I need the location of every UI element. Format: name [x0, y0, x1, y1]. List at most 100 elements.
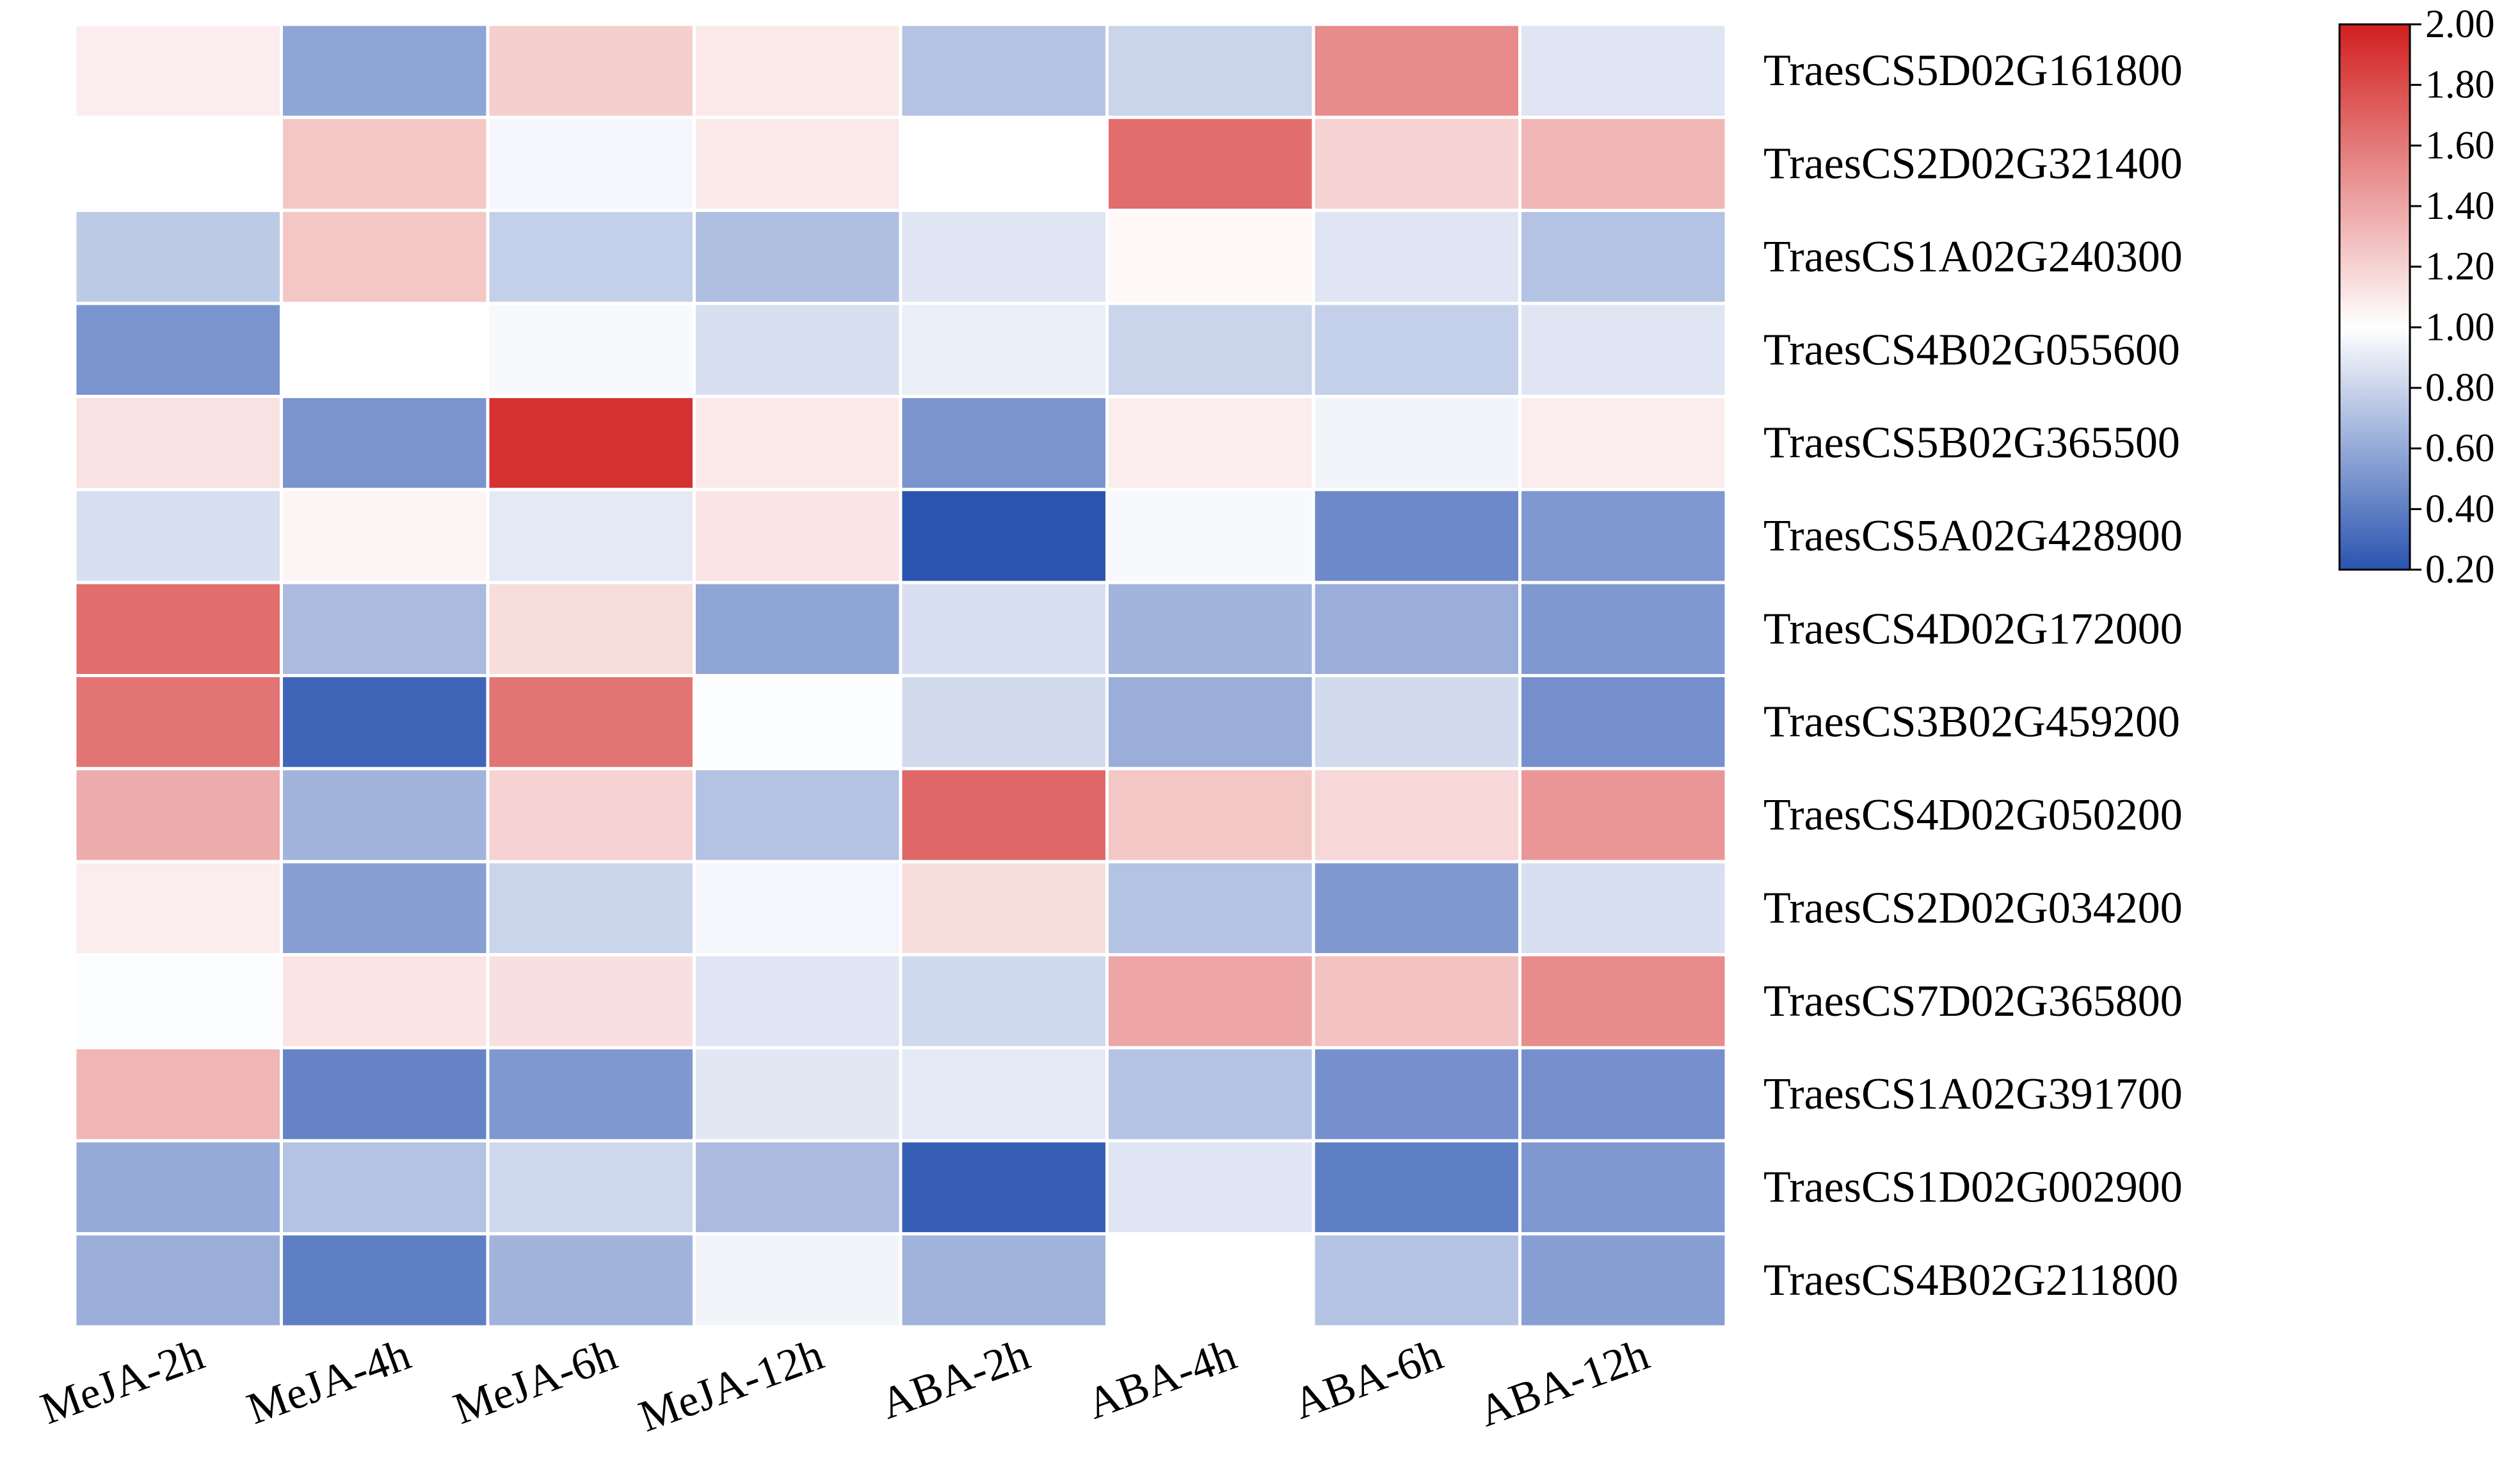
heatmap-cell: [1312, 581, 1521, 678]
heatmap-cell: [1518, 115, 1728, 213]
colorbar-tick-label: 0.80: [2425, 366, 2495, 410]
heatmap-cell: [693, 674, 903, 771]
heatmap-cell: [1518, 1232, 1728, 1329]
row-label: TraesCS4D02G050200: [1763, 790, 2183, 840]
heatmap-cell: [1518, 953, 1728, 1050]
column-label: MeJA-12h: [633, 1330, 830, 1442]
heatmap-cell: [899, 22, 1109, 119]
colorbar-tick-label: 1.80: [2425, 63, 2495, 107]
heatmap-cell: [73, 209, 283, 305]
heatmap-cell: [899, 301, 1109, 398]
row-label: TraesCS1A02G391700: [1763, 1070, 2183, 1119]
heatmap-cell: [899, 581, 1109, 678]
colorbar-tick-label: 2.00: [2425, 3, 2495, 46]
heatmap-cell: [73, 1139, 283, 1236]
heatmap-cell: [73, 115, 283, 213]
heatmap-cell: [1312, 1046, 1521, 1143]
heatmap-cell: [1312, 953, 1521, 1050]
row-labels: TraesCS5D02G161800 TraesCS2D02G321400 Trae…: [1763, 46, 2183, 1305]
heatmap-cell: [73, 674, 283, 771]
heatmap-cell: [1105, 22, 1315, 119]
heatmap-cell: [1518, 488, 1728, 584]
heatmap-cell: [1518, 860, 1728, 957]
heatmap-cell: [280, 767, 490, 863]
heatmap-cell: [693, 953, 903, 1050]
row-label: TraesCS7D02G365800: [1763, 977, 2183, 1026]
heatmap-cell: [73, 488, 283, 584]
heatmap-cell: [899, 1139, 1109, 1236]
heatmap-cell: [73, 1046, 283, 1143]
heatmap-cell: [73, 22, 283, 119]
row-label: TraesCS4D02G172000: [1763, 604, 2183, 654]
heatmap-cell: [1518, 209, 1728, 305]
heatmap-cell: [1312, 22, 1521, 119]
heatmap-cell: [73, 394, 283, 492]
heatmap-cell: [1105, 767, 1315, 863]
heatmap-cell: [486, 674, 696, 771]
heatmap-cell: [1518, 674, 1728, 771]
heatmap-cell: [280, 1232, 490, 1329]
heatmap-cell: [486, 488, 696, 584]
colorbar-tick-label: 1.60: [2425, 124, 2495, 167]
heatmap-cell: [1312, 488, 1521, 584]
heatmap-cell: [899, 767, 1109, 863]
heatmap-cell: [280, 394, 490, 492]
heatmap-cell: [486, 1046, 696, 1143]
heatmap-cell: [1312, 209, 1521, 305]
column-label: MeJA-4h: [241, 1330, 417, 1434]
colorbar-tick-label: 0.40: [2425, 487, 2495, 531]
heatmap-cell: [280, 22, 490, 119]
colorbar-tick-label: 1.00: [2425, 305, 2495, 349]
heatmap-cell: [1312, 767, 1521, 863]
heatmap-cell: [693, 488, 903, 584]
heatmap-cell: [1312, 115, 1521, 213]
column-label: ABA-4h: [1080, 1330, 1242, 1429]
heatmap-cell: [280, 1139, 490, 1236]
colorbar: 2.00 1.80 1.60 1.40 1.20 1.00 0.80 0.60 0.40 0.20: [2338, 3, 2495, 591]
heatmap-cell: [73, 860, 283, 957]
heatmap-cell: [693, 209, 903, 305]
heatmap-cell: [693, 1046, 903, 1143]
heatmap-cell: [486, 953, 696, 1050]
heatmap-cell: [1312, 301, 1521, 398]
column-label: ABA-2h: [874, 1330, 1036, 1429]
heatmap-cell: [486, 1232, 696, 1329]
heatmap-cell: [73, 953, 283, 1050]
heatmap-cell: [899, 209, 1109, 305]
colorbar-tick-label: 1.40: [2425, 184, 2495, 228]
heatmap-cell: [73, 767, 283, 863]
heatmap-cell: [693, 860, 903, 957]
heatmap-cell: [693, 394, 903, 492]
heatmap-cell: [1312, 1232, 1521, 1329]
column-labels: MeJA-2h MeJA-4h MeJA-6h MeJA-12h ABA-2h ABA-4…: [35, 1330, 1655, 1442]
heatmap-cell: [693, 1232, 903, 1329]
heatmap-cell: [486, 301, 696, 398]
heatmap-cell: [1312, 1139, 1521, 1236]
heatmap-cell: [899, 1232, 1109, 1329]
heatmap-cell: [486, 860, 696, 957]
heatmap-cell: [280, 488, 490, 584]
row-label: TraesCS1D02G002900: [1763, 1162, 2183, 1212]
column-label: MeJA-2h: [35, 1330, 211, 1434]
heatmap-cell: [1312, 674, 1521, 771]
heatmap-cell: [280, 674, 490, 771]
heatmap-cell: [73, 581, 283, 678]
row-label: TraesCS5A02G428900: [1763, 511, 2183, 561]
heatmap-cell: [1105, 394, 1315, 492]
heatmap-cell: [899, 674, 1109, 771]
heatmap-cell: [899, 488, 1109, 584]
row-label: TraesCS5D02G161800: [1763, 46, 2183, 95]
heatmap-cells: [73, 22, 1728, 1329]
heatmap-cell: [1518, 301, 1728, 398]
heatmap-cell: [486, 115, 696, 213]
row-label: TraesCS2D02G034200: [1763, 883, 2183, 933]
colorbar-gradient: [2338, 23, 2411, 571]
heatmap-cell: [280, 953, 490, 1050]
row-label: TraesCS4B02G211800: [1763, 1256, 2178, 1305]
heatmap-cell: [1105, 1139, 1315, 1236]
row-label: TraesCS1A02G240300: [1763, 232, 2183, 282]
colorbar-tick-label: 0.60: [2425, 427, 2495, 470]
heatmap-cell: [1105, 953, 1315, 1050]
heatmap-cell: [1105, 674, 1315, 771]
